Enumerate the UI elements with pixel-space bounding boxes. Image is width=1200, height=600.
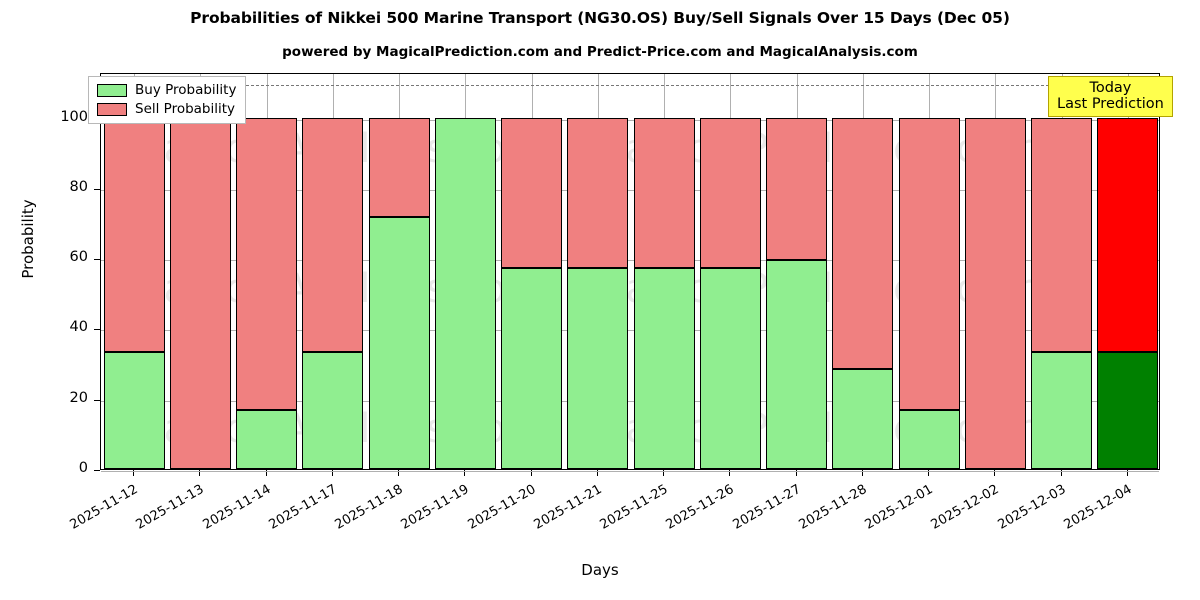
x-tick-mark-2025-11-18 (398, 470, 400, 476)
bar-segment-buy[interactable] (236, 410, 298, 469)
x-tick-mark-2025-11-20 (530, 470, 532, 476)
bar-segment-sell[interactable] (103, 117, 165, 353)
x-tick-mark-2025-11-25 (663, 470, 665, 476)
chart-subtitle: powered by MagicalPrediction.com and Pre… (282, 44, 918, 60)
bar-segment-sell[interactable] (832, 117, 894, 369)
legend-item-sell[interactable]: Sell Probability (97, 101, 236, 117)
bar-segment-buy[interactable] (368, 217, 430, 469)
reference-line (101, 84, 1159, 86)
bar-segment-sell[interactable] (633, 117, 695, 269)
bar-segment-sell[interactable] (1097, 117, 1159, 353)
bar-segment-sell[interactable] (1031, 117, 1093, 353)
bar-group[interactable] (633, 74, 695, 469)
x-tick-mark-2025-11-26 (729, 470, 731, 476)
legend-label-buy: Buy Probability (135, 82, 237, 98)
today-callout-line2: Last Prediction (1057, 96, 1164, 113)
x-tick-mark-2025-11-13 (199, 470, 201, 476)
bar-segment-buy[interactable] (1031, 352, 1093, 469)
today-callout-line1: Today (1089, 80, 1132, 96)
x-tick-mark-2025-11-19 (464, 470, 466, 476)
bar-segment-buy[interactable] (766, 259, 828, 469)
bar-series-container (101, 74, 1159, 469)
bar-group[interactable] (964, 74, 1026, 469)
x-tick-mark-2025-12-03 (1060, 470, 1062, 476)
x-tick-mark-2025-11-17 (331, 470, 333, 476)
plot-area: MagicalAnalysis.comMagicalPrediction.com… (100, 73, 1160, 472)
bar-segment-buy[interactable] (832, 368, 894, 469)
bar-segment-sell[interactable] (567, 117, 629, 269)
y-tick-mark-0 (94, 470, 100, 471)
bar-segment-buy[interactable] (1097, 352, 1159, 469)
bar-group[interactable] (766, 74, 828, 469)
y-tick-label-20: 20 (69, 389, 88, 406)
legend-label-sell: Sell Probability (135, 101, 236, 117)
y-tick-label-80: 80 (69, 178, 88, 195)
y-tick-mark-40 (94, 329, 100, 331)
y-tick-mark-80 (94, 188, 100, 190)
legend-swatch-sell (97, 102, 127, 116)
bar-group[interactable] (434, 74, 496, 469)
bar-segment-sell[interactable] (964, 117, 1026, 469)
x-tick-mark-2025-11-14 (265, 470, 267, 476)
y-tick-label-0: 0 (78, 460, 88, 476)
bar-segment-sell[interactable] (368, 117, 430, 218)
bar-segment-buy[interactable] (898, 410, 960, 469)
bar-group[interactable] (501, 74, 563, 469)
bar-segment-buy[interactable] (699, 268, 761, 469)
bar-segment-sell[interactable] (699, 117, 761, 269)
x-tick-mark-2025-11-27 (795, 470, 797, 476)
x-tick-mark-2025-12-04 (1126, 470, 1128, 476)
y-axis-tick-labels: 0 20 40 60 80 100 (0, 0, 100, 600)
bar-segment-buy[interactable] (633, 268, 695, 469)
y-tick-label-60: 60 (69, 249, 88, 266)
bar-segment-buy[interactable] (302, 352, 364, 469)
bar-segment-buy[interactable] (501, 268, 563, 469)
today-callout: Today Last Prediction (1048, 76, 1173, 118)
chart-title: Probabilities of Nikkei 500 Marine Trans… (190, 9, 1010, 27)
x-tick-mark-2025-11-12 (133, 470, 135, 476)
x-tick-mark-2025-11-21 (596, 470, 598, 476)
bar-segment-sell[interactable] (169, 117, 231, 469)
x-tick-mark-2025-12-01 (928, 470, 930, 476)
legend-item-buy[interactable]: Buy Probability (97, 82, 236, 98)
x-tick-mark-2025-12-02 (994, 470, 996, 476)
bar-segment-sell[interactable] (302, 117, 364, 353)
bar-segment-sell[interactable] (501, 117, 563, 269)
bar-group[interactable] (699, 74, 761, 469)
chart-legend: Buy Probability Sell Probability (88, 76, 247, 124)
bar-group[interactable] (898, 74, 960, 469)
x-axis-title: Days (581, 561, 619, 579)
bar-group[interactable] (567, 74, 629, 469)
x-tick-mark-2025-11-28 (861, 470, 863, 476)
bar-segment-buy[interactable] (434, 117, 496, 469)
bar-group[interactable] (832, 74, 894, 469)
bar-group[interactable] (302, 74, 364, 469)
bar-group[interactable] (169, 74, 231, 469)
bar-group[interactable] (103, 74, 165, 469)
bar-segment-sell[interactable] (898, 117, 960, 411)
bar-segment-buy[interactable] (103, 352, 165, 469)
legend-swatch-buy (97, 83, 127, 97)
y-tick-label-100: 100 (60, 108, 88, 125)
bar-segment-sell[interactable] (766, 117, 828, 260)
y-tick-mark-60 (94, 259, 100, 261)
bar-segment-sell[interactable] (236, 117, 298, 411)
bar-group[interactable] (1097, 74, 1159, 469)
bar-group[interactable] (236, 74, 298, 469)
y-tick-label-40: 40 (69, 319, 88, 336)
bar-group[interactable] (368, 74, 430, 469)
y-tick-mark-20 (94, 399, 100, 401)
bar-segment-buy[interactable] (567, 268, 629, 469)
bar-group[interactable] (1031, 74, 1093, 469)
